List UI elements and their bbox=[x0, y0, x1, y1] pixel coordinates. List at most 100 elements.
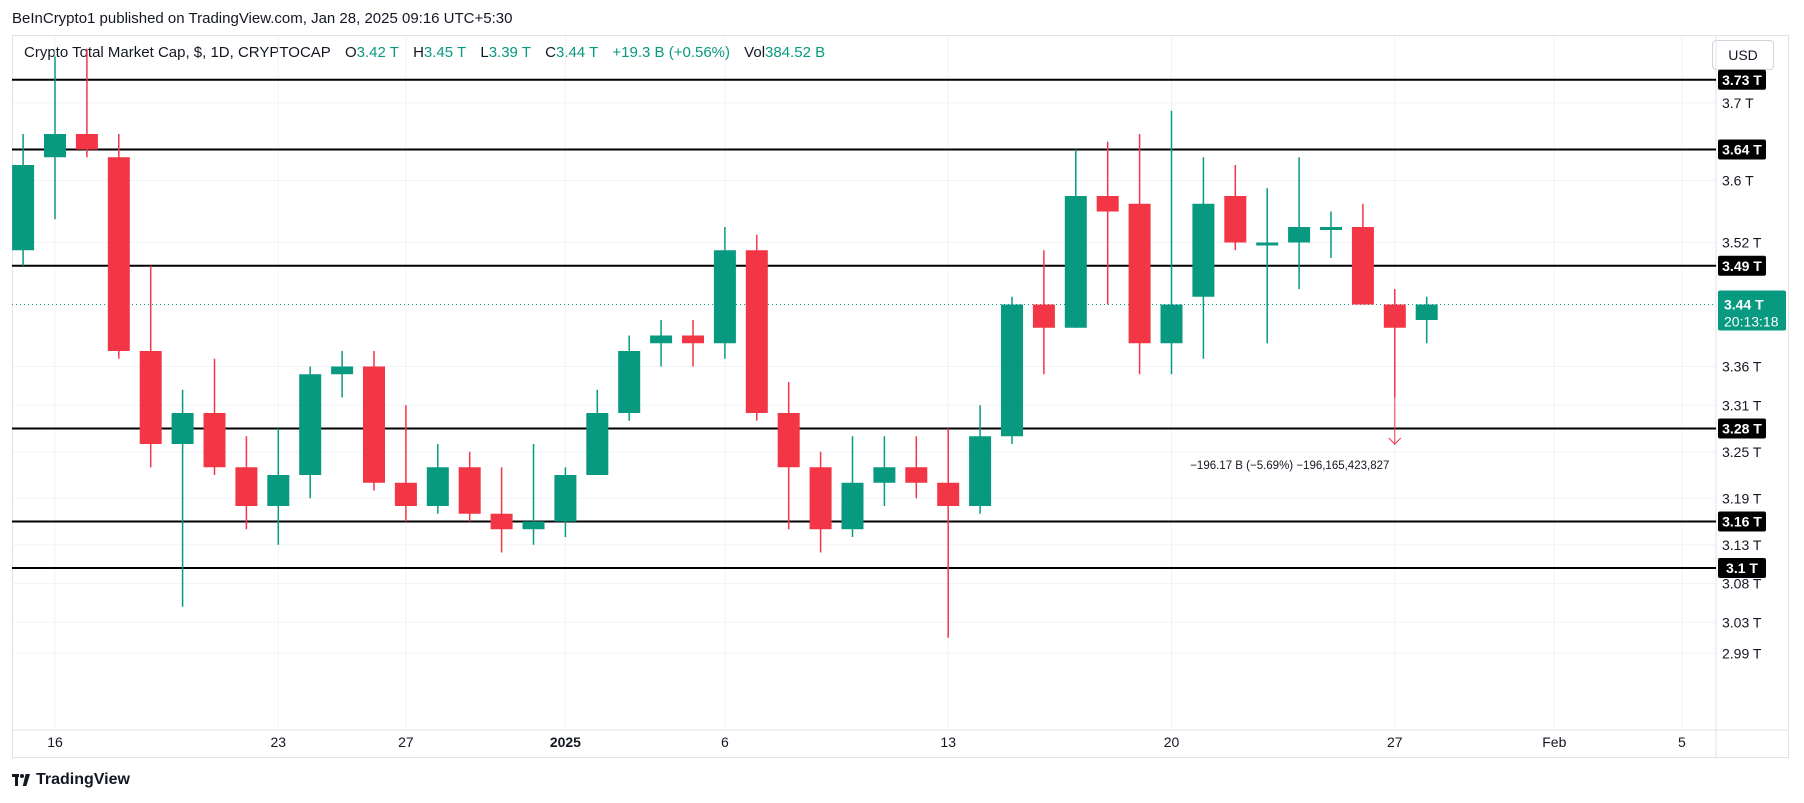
candle-body bbox=[394, 482, 417, 506]
candle-body bbox=[713, 250, 736, 344]
candle-body bbox=[1256, 242, 1279, 246]
close-label: C bbox=[545, 44, 556, 61]
price-tick-label: 3.6 T bbox=[1722, 173, 1754, 189]
price-tick-label: 3.52 T bbox=[1722, 235, 1762, 251]
candle-body bbox=[969, 436, 992, 506]
candle-body bbox=[777, 413, 800, 468]
bar-countdown-label: 20:13:18 bbox=[1724, 314, 1779, 330]
candle-body bbox=[809, 467, 832, 530]
volume-label: Vol bbox=[744, 44, 766, 61]
last-price-label: 3.44 T bbox=[1724, 297, 1764, 313]
last-price-tag bbox=[1718, 290, 1786, 331]
candle-body bbox=[107, 157, 130, 351]
candle-body bbox=[139, 351, 162, 444]
change-value: +19.3 B (+0.56%) bbox=[612, 44, 730, 61]
candle-body bbox=[522, 521, 545, 530]
candle-body bbox=[873, 467, 896, 483]
candle-body bbox=[331, 366, 354, 375]
symbol-legend: Crypto Total Market Cap, $, 1D, CRYPTOCA… bbox=[24, 44, 825, 61]
candle-body bbox=[267, 475, 290, 506]
price-tick-label: 2.99 T bbox=[1722, 645, 1762, 661]
time-tick-label: 13 bbox=[940, 734, 956, 750]
candle-body bbox=[12, 165, 35, 251]
candle-body bbox=[1160, 304, 1183, 344]
candle-body bbox=[1415, 304, 1438, 320]
time-tick-label: 5 bbox=[1678, 734, 1686, 750]
price-tick-label: 3.13 T bbox=[1722, 537, 1762, 553]
high-value: 3.45 T bbox=[423, 44, 467, 61]
candle-body bbox=[937, 482, 960, 506]
candle-body bbox=[841, 482, 864, 530]
candle-body bbox=[426, 467, 449, 506]
level-price-tag bbox=[1718, 418, 1766, 439]
candle-body bbox=[458, 467, 481, 514]
candle-body bbox=[1320, 227, 1342, 230]
time-tick-label: 20 bbox=[1164, 734, 1180, 750]
time-tick-label: 16 bbox=[47, 734, 63, 750]
price-tick-label: 3.31 T bbox=[1722, 397, 1762, 413]
symbol-name[interactable]: Crypto Total Market Cap, $, 1D, CRYPTOCA… bbox=[24, 44, 331, 61]
level-price-tag bbox=[1718, 69, 1766, 90]
low-value: 3.39 T bbox=[488, 44, 531, 61]
high-label: H bbox=[413, 44, 424, 61]
candle-body bbox=[1032, 304, 1055, 328]
low-label: L bbox=[480, 44, 489, 61]
candle-body bbox=[299, 374, 322, 475]
level-price-tag bbox=[1718, 139, 1766, 160]
level-price-tag bbox=[1718, 511, 1766, 532]
candle-body bbox=[905, 467, 928, 483]
candle-body bbox=[682, 335, 704, 344]
time-tick-label: 27 bbox=[398, 734, 414, 750]
price-tick-label: 3.25 T bbox=[1722, 444, 1762, 460]
chart-frame bbox=[12, 35, 1789, 758]
candle-body bbox=[650, 335, 673, 344]
level-price-label: 3.49 T bbox=[1722, 258, 1762, 274]
candle-body bbox=[235, 467, 258, 506]
candle-body bbox=[44, 134, 66, 158]
price-tick-label: 3.19 T bbox=[1722, 490, 1762, 506]
price-tick-label: 3.36 T bbox=[1722, 359, 1762, 375]
level-price-label: 3.1 T bbox=[1726, 560, 1758, 576]
close-value: 3.44 T bbox=[555, 44, 599, 61]
candle-body bbox=[554, 475, 577, 522]
candle-body bbox=[745, 250, 768, 413]
candle-body bbox=[1224, 196, 1247, 243]
price-tick-label: 3.03 T bbox=[1722, 614, 1762, 630]
candle-body bbox=[618, 351, 641, 413]
candle-body bbox=[1128, 203, 1151, 344]
measure-arrow-head bbox=[1388, 437, 1402, 445]
candle-body bbox=[1351, 227, 1374, 305]
open-value: 3.42 T bbox=[356, 44, 399, 61]
brand-name: TradingView bbox=[36, 771, 130, 788]
tradingview-brand[interactable]: TradingView bbox=[12, 771, 130, 789]
candle-body bbox=[75, 134, 98, 150]
open-label: O bbox=[344, 44, 357, 61]
level-price-tag bbox=[1718, 255, 1766, 276]
time-tick-label: 27 bbox=[1387, 734, 1403, 750]
level-price-tag bbox=[1718, 558, 1766, 578]
candle-body bbox=[363, 366, 385, 483]
candle-body bbox=[203, 413, 226, 468]
publisher-caption: BeInCrypto1 published on TradingView.com… bbox=[12, 10, 513, 27]
price-tick-label: 3.08 T bbox=[1722, 576, 1762, 592]
measure-label: −196.17 B (−5.69%) −196,165,423,827 bbox=[1190, 460, 1389, 472]
currency-button[interactable]: USD bbox=[1712, 40, 1774, 70]
level-price-label: 3.73 T bbox=[1722, 72, 1762, 88]
volume-value: 384.52 B bbox=[765, 44, 826, 61]
level-price-label: 3.64 T bbox=[1722, 142, 1762, 158]
price-tick-label: 3.7 T bbox=[1722, 95, 1754, 111]
candle-body bbox=[1288, 227, 1311, 243]
level-price-label: 3.16 T bbox=[1722, 514, 1762, 530]
candle-body bbox=[1064, 196, 1087, 328]
candle-body bbox=[490, 513, 513, 530]
time-tick-label: 23 bbox=[271, 734, 287, 750]
candle-body bbox=[171, 413, 194, 444]
candle-body bbox=[586, 413, 609, 475]
candle-body bbox=[1096, 196, 1119, 212]
time-tick-label: Feb bbox=[1542, 734, 1566, 750]
level-price-label: 3.28 T bbox=[1722, 421, 1762, 437]
candle-body bbox=[1192, 203, 1215, 297]
time-tick-label: 2025 bbox=[550, 734, 581, 750]
time-tick-label: 6 bbox=[721, 734, 729, 750]
